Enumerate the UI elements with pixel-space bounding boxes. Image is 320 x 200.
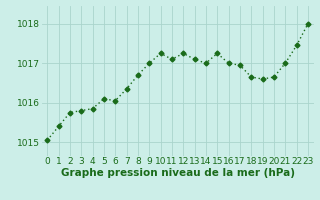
X-axis label: Graphe pression niveau de la mer (hPa): Graphe pression niveau de la mer (hPa) [60,168,295,178]
